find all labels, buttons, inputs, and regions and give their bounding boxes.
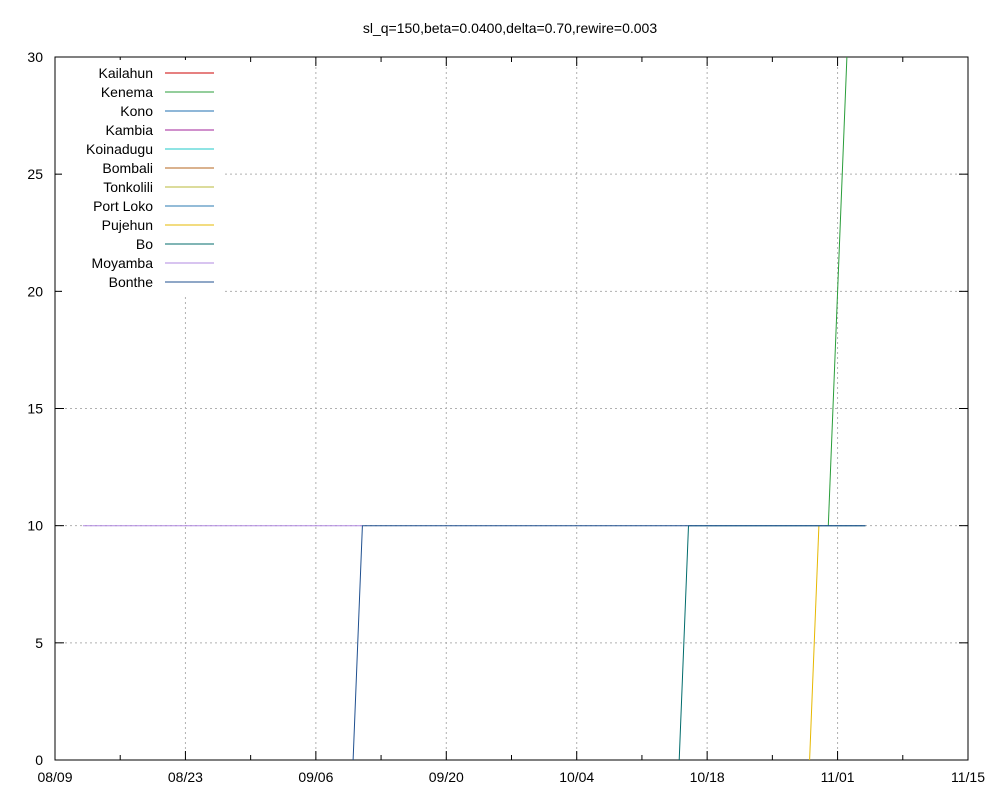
axes: 08/09 08/23 09/06 09/20 10/04 10/18 11/01 11/15… (27, 49, 985, 785)
x-tick-label: 09/20 (429, 769, 464, 785)
x-tick-label: 11/15 (951, 769, 985, 785)
legend-background (62, 60, 224, 294)
y-tick-label: 5 (35, 635, 43, 651)
series-line-kenema (827, 57, 848, 526)
series-layer (82, 57, 866, 760)
y-tick-label: 30 (27, 49, 43, 65)
legend: Kailahun Kenema Kono Kambia Koinadugu Bombali… (62, 60, 224, 294)
chart-title: sl_q=150,beta=0.0400,delta=0.70,rewire=0… (363, 20, 657, 36)
legend-label-bonthe: Bonthe (109, 274, 154, 290)
legend-label-kono: Kono (120, 103, 153, 119)
y-tick-label: 10 (27, 518, 43, 534)
y-tick-label: 0 (35, 752, 43, 768)
y-tick-label: 15 (27, 401, 43, 417)
legend-label-tonkolili: Tonkolili (103, 179, 153, 195)
y-tick-label: 20 (27, 283, 43, 299)
x-tick-label: 08/23 (168, 769, 203, 785)
series-clip-group (82, 57, 866, 760)
legend-label-bombali: Bombali (102, 160, 153, 176)
x-tick-label: 09/06 (298, 769, 333, 785)
legend-label-kenema: Kenema (101, 84, 153, 100)
grid (55, 57, 968, 760)
legend-label-moyamba: Moyamba (92, 255, 154, 271)
legend-label-port-loko: Port Loko (93, 198, 153, 214)
legend-label-koinadugu: Koinadugu (86, 141, 153, 157)
x-tick-label: 10/18 (690, 769, 725, 785)
legend-label-kambia: Kambia (106, 122, 154, 138)
legend-label-bo: Bo (136, 236, 153, 252)
legend-label-pujehun: Pujehun (102, 217, 153, 233)
series-line-bonthe (352, 525, 866, 760)
series-line-pujehun (809, 525, 820, 760)
legend-label-kailahun: Kailahun (99, 65, 154, 81)
x-tick-label: 11/01 (821, 769, 855, 785)
y-tick-label: 25 (27, 166, 43, 182)
x-tick-label: 08/09 (37, 769, 72, 785)
x-tick-label: 10/04 (559, 769, 594, 785)
